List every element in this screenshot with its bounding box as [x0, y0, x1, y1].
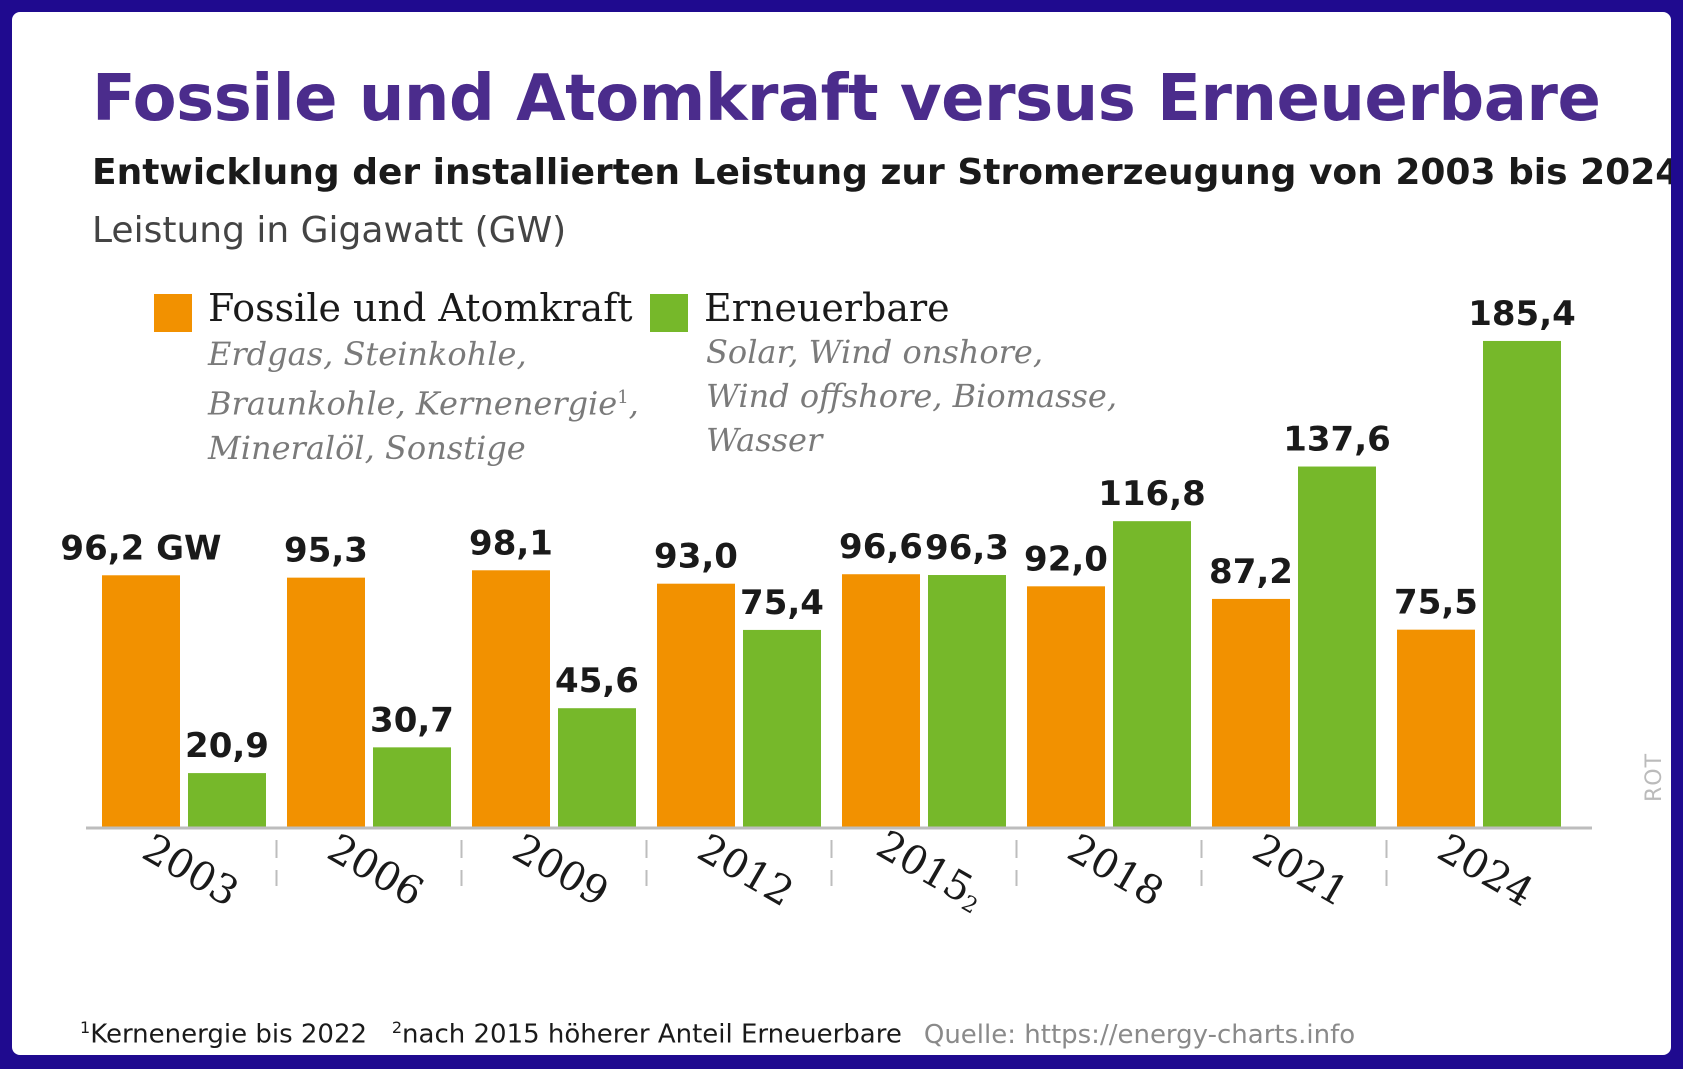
legend-label-renewable: Erneuerbare: [704, 286, 950, 330]
value-label-renewable-2009: 45,6: [555, 661, 639, 701]
value-label-renewable-2021: 137,6: [1283, 420, 1391, 460]
bar-fossil-2018: [1027, 586, 1105, 828]
year-footnote-ref-2015: 2: [957, 891, 982, 920]
value-label-renewable-2003: 20,9: [185, 726, 269, 766]
legend-label-fossil: Fossile und Atomkraft: [208, 286, 633, 330]
value-label-fossil-2018: 92,0: [1024, 539, 1108, 579]
value-label-renewable-2024: 185,4: [1468, 294, 1576, 334]
bar-fossil-2024: [1397, 629, 1475, 828]
value-label-fossil-2012: 93,0: [654, 537, 738, 577]
bar-renewable-2015: [928, 575, 1006, 828]
legend-desc-fossil-line2-tail: ,: [628, 384, 639, 423]
value-label-fossil-2015: 96,6: [839, 527, 923, 567]
bar-fossil-2003: [102, 575, 180, 828]
legend-desc-fossil: Erdgas, Steinkohle, Braunkohle, Kernener…: [208, 332, 639, 470]
bar-renewable-2024: [1483, 340, 1561, 828]
footnote-1: Kernenergie bis 2022: [90, 1019, 368, 1050]
bar-fossil-2006: [287, 577, 365, 828]
chart-title: Fossile und Atomkraft versus Erneuerbare: [92, 62, 1601, 136]
legend-desc-fossil-line2: Braunkohle, Kernenergie1,: [208, 376, 639, 426]
bar-renewable-2006: [373, 747, 451, 828]
year-label-2012: 2012: [690, 825, 801, 916]
value-label-fossil-2003: 96,2 GW: [60, 528, 221, 568]
year-label-2024: 2024: [1430, 825, 1541, 916]
value-label-renewable-2015: 96,3: [925, 528, 1009, 568]
bar-renewable-2003: [188, 773, 266, 828]
chart-frame: Fossile und Atomkraft versus Erneuerbare…: [12, 12, 1671, 1055]
bar-fossil-2012: [657, 583, 735, 828]
legend-desc-renewable-line2: Wind offshore, Biomasse,: [706, 377, 1118, 415]
chart-subtitle: Entwicklung der installierten Leistung z…: [92, 152, 1671, 193]
legend-desc-renewable-line1: Solar, Wind onshore,: [706, 333, 1044, 371]
unit-label: Leistung in Gigawatt (GW): [92, 210, 567, 251]
year-label-2006: 2006: [320, 825, 431, 916]
footnotes: 1Kernenergie bis 2022 2nach 2015 höherer…: [80, 1018, 1355, 1050]
legend-swatch-renewable: [650, 294, 688, 332]
footnote-1-number: 1: [80, 1018, 91, 1037]
footnote-2-number: 2: [391, 1018, 403, 1037]
legend-desc-renewable: Solar, Wind onshore, Wind offshore, Biom…: [706, 330, 1117, 462]
bar-fossil-2015: [842, 574, 920, 828]
value-label-fossil-2021: 87,2: [1209, 552, 1293, 592]
bar-fossil-2009: [472, 570, 550, 828]
value-label-renewable-2012: 75,4: [740, 583, 824, 623]
bar-chart: 96,2 GW 20,9 2003 95,3 30,7 2006 98,1 45,6 2009 9…: [60, 294, 1592, 920]
bar-fossil-2021: [1212, 598, 1290, 828]
credit-label: ROT: [1642, 752, 1667, 802]
bar-renewable-2018: [1113, 521, 1191, 828]
legend-desc-fossil-line1: Erdgas, Steinkohle,: [208, 335, 527, 373]
value-label-fossil-2009: 98,1: [469, 523, 553, 563]
year-label-2021: 2021: [1245, 825, 1356, 916]
legend-desc-fossil-line3: Mineralöl, Sonstige: [208, 428, 526, 467]
footnote-ref-1: 1: [617, 387, 629, 408]
year-label-2018: 2018: [1060, 825, 1171, 916]
value-label-fossil-2006: 95,3: [284, 531, 368, 571]
bar-renewable-2009: [558, 708, 636, 828]
bar-renewable-2021: [1298, 466, 1376, 828]
legend-desc-fossil-line2-text: Braunkohle, Kernenergie: [208, 384, 618, 423]
year-label-2003: 2003: [135, 825, 246, 916]
value-label-fossil-2024: 75,5: [1394, 583, 1478, 623]
legend-desc-renewable-line3: Wasser: [706, 421, 823, 459]
footnote-2: nach 2015 höherer Anteil Erneuerbare: [402, 1019, 902, 1050]
bar-renewable-2012: [743, 629, 821, 828]
legend-swatch-fossil: [154, 294, 192, 332]
source-note: Quelle: https://energy-charts.info: [923, 1019, 1356, 1050]
year-label-2015: 20152: [869, 822, 992, 920]
year-label-2009: 2009: [505, 825, 616, 916]
value-label-renewable-2006: 30,7: [370, 700, 454, 740]
value-label-renewable-2018: 116,8: [1098, 474, 1206, 514]
